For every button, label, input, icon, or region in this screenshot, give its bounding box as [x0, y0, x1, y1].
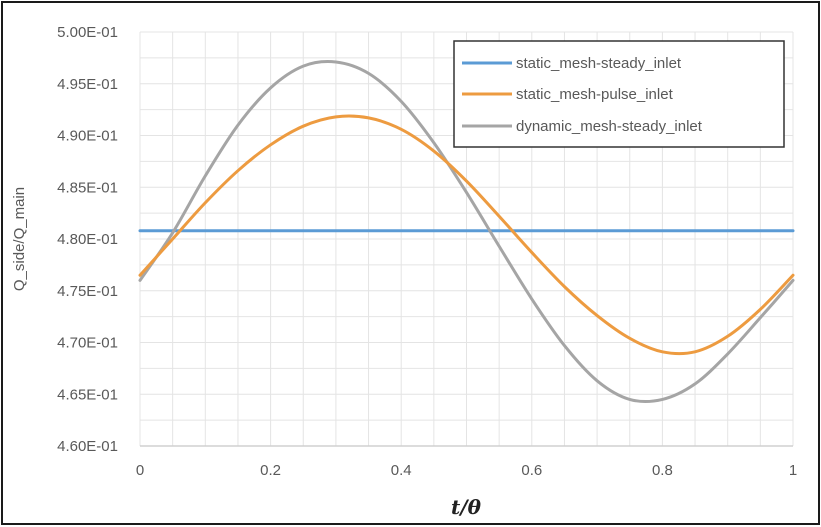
x-tick-label: 0.8	[652, 462, 673, 479]
y-tick-label: 4.95E-01	[57, 76, 118, 93]
series-line-dynamic_mesh-steady_inlet	[138, 60, 795, 404]
series-line-static_mesh-pulse_inlet	[138, 114, 795, 356]
x-tick-label: 1	[789, 462, 797, 479]
x-tick-label: 0.6	[521, 462, 542, 479]
x-tick-label: 0.2	[260, 462, 281, 479]
y-tick-label: 5.00E-01	[57, 24, 118, 41]
y-tick-label: 4.90E-01	[57, 128, 118, 145]
y-tick-label: 4.75E-01	[57, 283, 118, 300]
x-axis-label: t/θ	[451, 495, 482, 519]
data-series	[138, 60, 795, 404]
y-tick-label: 4.85E-01	[57, 179, 118, 196]
y-axis-label: Q_side/Q_main	[11, 187, 28, 291]
legend-label: static_mesh-pulse_inlet	[516, 86, 674, 103]
y-tick-label: 4.70E-01	[57, 335, 118, 352]
y-tick-label: 4.60E-01	[57, 438, 118, 455]
legend-item-static-pulse: static_mesh-pulse_inlet	[462, 86, 674, 103]
legend-label: dynamic_mesh-steady_inlet	[516, 118, 703, 135]
x-axis-ticks: 0 0.2 0.4 0.6 0.8 1	[136, 462, 797, 479]
y-tick-label: 4.65E-01	[57, 386, 118, 403]
x-tick-label: 0	[136, 462, 144, 479]
x-tick-label: 0.4	[391, 462, 412, 479]
legend-item-dynamic-steady: dynamic_mesh-steady_inlet	[462, 118, 703, 135]
y-axis-ticks: 4.60E-01 4.65E-01 4.70E-01 4.75E-01 4.80E-01…	[57, 24, 118, 455]
y-tick-label: 4.80E-01	[57, 231, 118, 248]
legend: static_mesh-steady_inlet static_mesh-pul…	[453, 40, 785, 148]
legend-item-static-steady: static_mesh-steady_inlet	[462, 55, 682, 72]
legend-label: static_mesh-steady_inlet	[516, 55, 682, 72]
